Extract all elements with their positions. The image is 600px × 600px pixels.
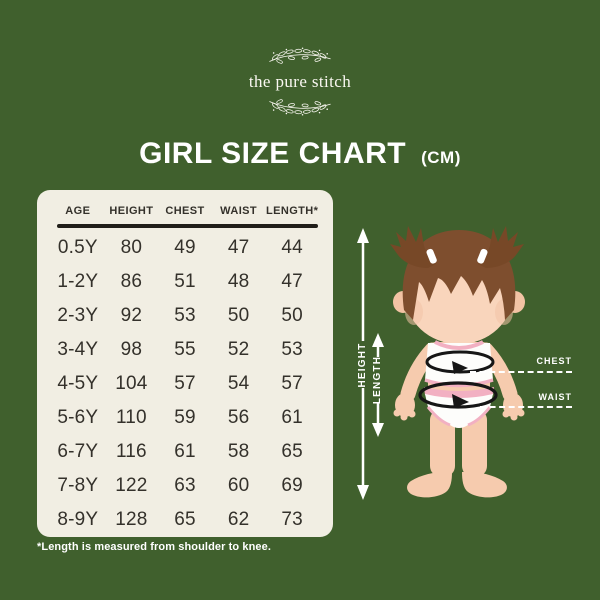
length-label: LENGTH xyxy=(372,355,383,405)
table-cell: 48 xyxy=(227,271,250,292)
table-row: 5-6Y 110 59 56 61 xyxy=(51,401,319,435)
table-cell: 5-6Y xyxy=(57,407,99,428)
table-cell: 47 xyxy=(227,237,250,258)
table-cell: 86 xyxy=(120,271,143,292)
brand-logo: the pure stitch xyxy=(0,44,600,119)
chest-measure-arrow xyxy=(425,350,495,374)
table-body: 0.5Y 80 49 47 44 1-2Y 86 51 48 47 2-3Y 92 53 50 50 3… xyxy=(37,228,333,537)
table-cell: 44 xyxy=(281,237,303,258)
waist-label: WAIST xyxy=(538,392,572,402)
table-cell: 54 xyxy=(227,373,250,394)
table-cell: 50 xyxy=(281,305,303,326)
table-cell: 73 xyxy=(281,509,303,530)
chest-label: CHEST xyxy=(536,356,572,366)
column-header-length: LENGTH* xyxy=(266,205,319,217)
table-cell: 62 xyxy=(227,509,250,530)
table-cell: 49 xyxy=(174,237,196,258)
height-arrow xyxy=(357,228,369,500)
table-cell: 63 xyxy=(174,475,196,496)
table-cell: 80 xyxy=(120,237,143,258)
table-cell: 92 xyxy=(120,305,143,326)
table-row: 7-8Y 122 63 60 69 xyxy=(51,469,319,503)
chest-dash-line xyxy=(470,371,572,373)
size-table-card: AGE HEIGHT CHEST WAIST LENGTH* 0.5Y 80 49 4… xyxy=(37,190,333,537)
laurel-branch-bottom-icon xyxy=(269,99,331,116)
table-cell: 2-3Y xyxy=(57,305,99,326)
unit-label: (CM) xyxy=(421,148,461,167)
table-cell: 122 xyxy=(115,475,148,496)
table-row: 8-9Y 128 65 62 73 xyxy=(51,503,319,537)
table-cell: 8-9Y xyxy=(57,509,99,530)
table-cell: 59 xyxy=(174,407,196,428)
title-row: GIRL SIZE CHART (CM) xyxy=(0,139,600,169)
table-cell: 3-4Y xyxy=(57,339,99,360)
table-cell: 7-8Y xyxy=(57,475,99,496)
table-cell: 69 xyxy=(281,475,303,496)
brand-name: the pure stitch xyxy=(248,72,352,91)
table-row: 3-4Y 98 55 52 53 xyxy=(51,333,319,367)
table-cell: 65 xyxy=(281,441,303,462)
table-cell: 57 xyxy=(174,373,196,394)
table-cell: 0.5Y xyxy=(57,237,98,258)
waist-dash-line xyxy=(480,406,572,408)
table-header-row: AGE HEIGHT CHEST WAIST LENGTH* xyxy=(37,190,333,222)
table-cell: 51 xyxy=(174,271,196,292)
table-cell: 58 xyxy=(227,441,250,462)
footnote: *Length is measured from shoulder to kne… xyxy=(37,541,272,553)
table-cell: 53 xyxy=(281,339,303,360)
header-rule xyxy=(57,224,318,228)
table-cell: 60 xyxy=(227,475,250,496)
table-cell: 52 xyxy=(227,339,250,360)
column-header-chest: CHEST xyxy=(165,205,205,217)
table-cell: 116 xyxy=(115,441,147,462)
table-cell: 65 xyxy=(174,509,196,530)
table-cell: 61 xyxy=(281,407,303,428)
table-row: 4-5Y 104 57 54 57 xyxy=(51,367,319,401)
page-title: GIRL SIZE CHART xyxy=(139,137,407,170)
table-row: 6-7Y 116 61 58 65 xyxy=(51,435,319,469)
table-cell: 56 xyxy=(227,407,250,428)
table-cell: 110 xyxy=(115,407,147,428)
waist-measure-arrow xyxy=(418,381,498,409)
column-header-height: HEIGHT xyxy=(109,205,154,217)
column-header-waist: WAIST xyxy=(220,205,258,217)
column-header-age: AGE xyxy=(65,205,91,217)
table-cell: 4-5Y xyxy=(57,373,99,394)
table-cell: 55 xyxy=(174,339,196,360)
table-row: 0.5Y 80 49 47 44 xyxy=(51,231,319,265)
table-cell: 53 xyxy=(174,305,196,326)
table-cell: 128 xyxy=(115,509,148,530)
table-cell: 104 xyxy=(115,373,148,394)
height-label: HEIGHT xyxy=(357,342,368,388)
table-cell: 47 xyxy=(281,271,303,292)
table-cell: 1-2Y xyxy=(57,271,99,292)
table-cell: 61 xyxy=(174,441,196,462)
laurel-branch-top-icon xyxy=(269,47,331,64)
table-cell: 50 xyxy=(227,305,250,326)
girl-illustration xyxy=(390,226,525,498)
table-cell: 98 xyxy=(120,339,143,360)
table-row: 1-2Y 86 51 48 47 xyxy=(51,265,319,299)
table-cell: 57 xyxy=(281,373,303,394)
table-row: 2-3Y 92 53 50 50 xyxy=(51,299,319,333)
length-arrow xyxy=(372,333,384,437)
table-cell: 6-7Y xyxy=(57,441,99,462)
